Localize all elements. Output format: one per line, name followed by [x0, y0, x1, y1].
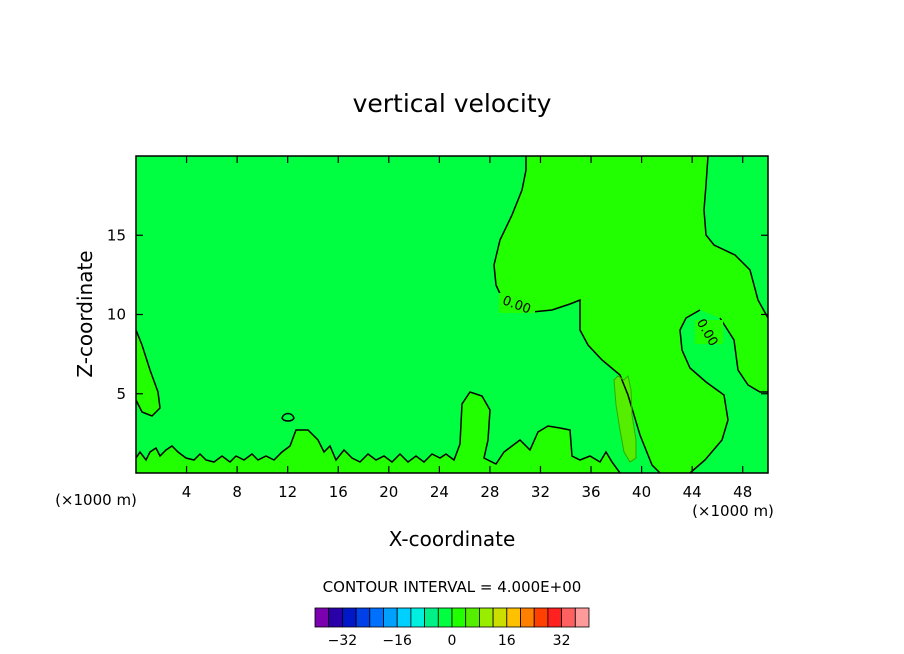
- colorbar-swatch: [533, 607, 549, 628]
- y-axis-label: Z-coordinate: [73, 250, 97, 377]
- colorbar-swatch: [451, 607, 467, 628]
- y-axis-ticks: 5 10 15: [107, 226, 768, 403]
- colorbar-swatch: [478, 607, 494, 628]
- colorbar-swatch: [383, 607, 398, 628]
- colorbar-swatch: [506, 607, 521, 628]
- x-tick-label: 36: [581, 483, 600, 501]
- x-tick-label: 32: [531, 483, 550, 501]
- contour-label-bg-0: [499, 293, 535, 313]
- x-tick-label: 12: [278, 483, 297, 501]
- colorbar-swatch: [328, 607, 343, 628]
- colorbar-swatch: [492, 607, 508, 628]
- field-fill-positive-left-edge: [136, 330, 160, 416]
- colorbar-swatch: [424, 607, 439, 628]
- colorbar: [314, 607, 590, 628]
- colorbar-tick-label: 16: [498, 633, 516, 649]
- x-tick-label: 20: [379, 483, 398, 501]
- y-tick-label: 15: [107, 226, 126, 244]
- colorbar-swatch: [396, 607, 412, 628]
- contour-line-upper-right: [493, 156, 527, 299]
- colorbar-tick-label: −32: [328, 633, 358, 649]
- x-unit-left: (×1000 m): [55, 491, 137, 509]
- y-tick-label: 10: [107, 306, 126, 324]
- x-tick-label: 48: [733, 483, 752, 501]
- colorbar-tick-label: −16: [382, 633, 412, 649]
- field-fill-positive-bottom-fringe: [136, 392, 620, 473]
- colorbar-swatch: [314, 607, 330, 628]
- x-tick-label: 44: [683, 483, 702, 501]
- contour-label-group: 0.00 0.00: [499, 293, 723, 349]
- contour-line-left-edge: [135, 329, 161, 417]
- colorbar-swatch: [547, 607, 563, 628]
- colorbar-swatch: [465, 607, 480, 628]
- contour-line-strong-band: [613, 374, 637, 463]
- colorbar-tick-label: 32: [553, 633, 571, 649]
- plot-area: 0.00 0.00: [135, 155, 769, 474]
- contour-label-bg-1: [695, 320, 723, 344]
- contour-line-upper-right-mid: [531, 298, 661, 474]
- contour-line-right-top: [703, 155, 769, 319]
- field-fill-strong-band: [614, 376, 636, 462]
- field-fill-positive-region: [494, 156, 768, 473]
- colorbar-swatch: [369, 607, 384, 628]
- chart-title: vertical velocity: [353, 89, 552, 118]
- x-tick-label: 16: [329, 483, 348, 501]
- x-tick-label: 40: [632, 483, 651, 501]
- x-axis-label: X-coordinate: [389, 527, 516, 551]
- x-tick-label: 8: [232, 483, 242, 501]
- x-tick-label: 4: [182, 483, 192, 501]
- x-tick-label: 28: [480, 483, 499, 501]
- contour-line-bottom-fringe: [135, 391, 621, 474]
- contour-line-right-lobe: [679, 309, 729, 474]
- colorbar-swatch: [574, 607, 590, 628]
- colorbar-tick-label: 0: [448, 633, 457, 649]
- contour-line-right-lobe-outer: [719, 317, 768, 393]
- colorbar-swatch: [410, 607, 425, 628]
- x-unit-right: (×1000 m): [692, 502, 774, 520]
- x-axis-ticks: 4 8 12 16 20 24 28 32 36 40 44 48: [182, 156, 752, 501]
- x-tick-label: 24: [430, 483, 449, 501]
- contour-interval-text: CONTOUR INTERVAL = 4.000E+00: [323, 578, 582, 596]
- colorbar-swatch: [561, 607, 576, 628]
- contour-small-loop: [281, 412, 295, 422]
- colorbar-swatch: [437, 607, 453, 628]
- colorbar-swatch: [520, 607, 535, 628]
- colorbar-tick-labels: −32 −16 0 16 32: [328, 633, 571, 649]
- colorbar-swatch: [355, 607, 371, 628]
- colorbar-swatch: [341, 607, 357, 628]
- y-tick-label: 5: [116, 385, 126, 403]
- zero-contour-lines: [135, 155, 769, 474]
